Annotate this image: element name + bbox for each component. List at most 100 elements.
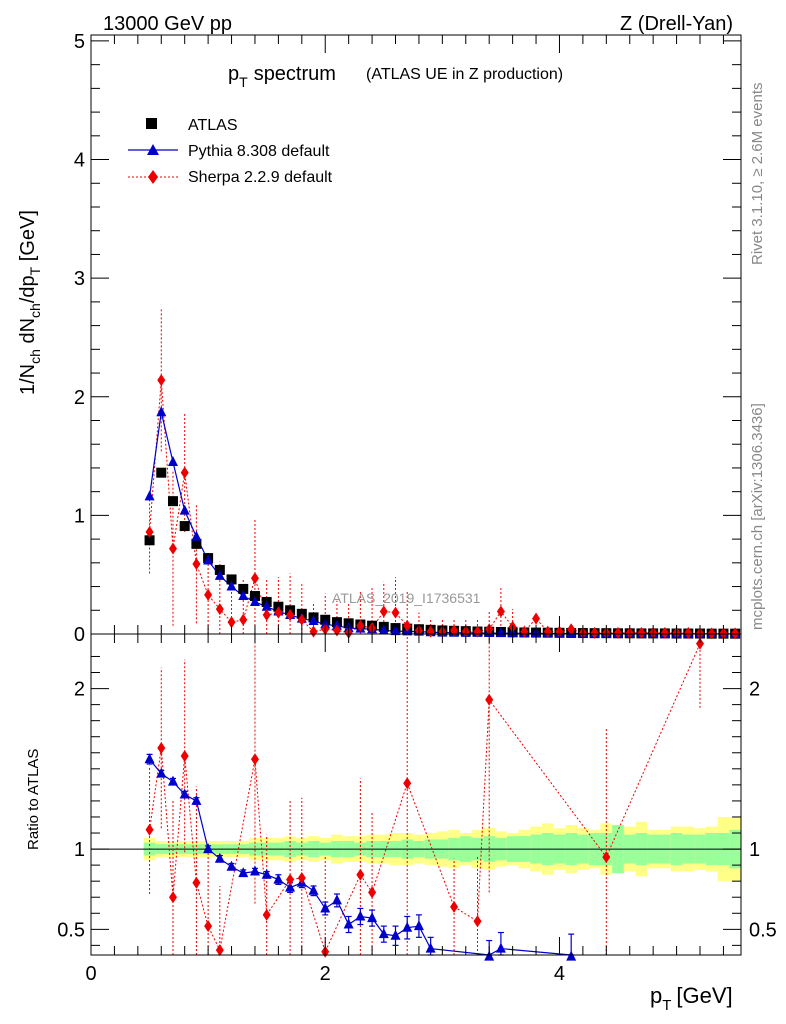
sherpa-data-point	[157, 374, 166, 387]
pythia-ratio-line	[149, 758, 572, 956]
pythia-data-point	[179, 504, 190, 515]
chart-title-word: spectrum	[254, 63, 336, 85]
atlas-data-point	[156, 467, 167, 478]
pythia-data-point	[203, 554, 214, 565]
pythia-ratio-point	[144, 753, 155, 764]
ratio-panel: 0.5 0.5 1 1 2 2 0 2 4 Ratio to ATLAS pT [GeV]	[25, 633, 777, 1014]
ratio-panel-ticks: 0.5 0.5 1 1 2 2 0 2 4	[57, 634, 777, 985]
pythia-ratio-point	[214, 852, 225, 863]
sherpa-ratio-point	[297, 871, 306, 884]
pythia-ratio-point	[167, 775, 178, 786]
sherpa-data-point	[309, 625, 318, 638]
pythia-ratio-point	[413, 920, 424, 931]
pythia-ratio-point	[484, 950, 495, 961]
atlas-data-point	[226, 574, 237, 585]
pythia-ratio-point	[425, 942, 436, 953]
sherpa-ratio-point	[356, 868, 365, 881]
sherpa-data-point	[403, 619, 412, 632]
x-axis-label: pT [GeV]	[650, 983, 733, 1014]
x-axis-label-sub: T	[662, 997, 671, 1014]
sherpa-data-point	[356, 619, 365, 632]
pythia-data-point	[495, 627, 506, 638]
main-y-tick-label: 2	[74, 387, 85, 409]
sherpa-data-point	[391, 606, 400, 619]
sherpa-ratio-point	[180, 749, 189, 762]
ratio-y-tick-label-right: 2	[749, 679, 760, 701]
sherpa-data-point	[660, 626, 669, 639]
sherpa-data-point	[590, 626, 599, 639]
sherpa-data-point	[731, 627, 740, 640]
legend-atlas-label: ATLAS	[188, 117, 238, 134]
main-y-tick-label: 4	[74, 150, 85, 172]
sherpa-ratio-point	[262, 908, 271, 921]
pythia-ratio-point	[390, 929, 401, 940]
chart-title: pT spectrum	[228, 63, 336, 90]
main-y-axis-label: 1/Nch dNch/dpT [GeV]	[17, 210, 43, 395]
x-axis-label-main: p	[650, 983, 662, 1008]
x-axis-label-unit: [GeV]	[676, 983, 732, 1008]
sherpa-data-point	[262, 609, 271, 622]
main-y-tick-label: 5	[74, 31, 85, 53]
pythia-ratio-point	[308, 884, 319, 895]
sherpa-data-point	[332, 624, 341, 637]
sherpa-data-point	[215, 603, 224, 616]
sherpa-data-point	[379, 605, 388, 618]
sherpa-ratio-point	[450, 900, 459, 913]
pythia-data-point	[378, 624, 389, 635]
sherpa-data-point	[239, 613, 248, 626]
ratio-panel-frame	[90, 633, 742, 956]
rivet-version-label: Rivet 3.1.10, ≥ 2.6M events	[749, 83, 766, 266]
pythia-ratio-point	[285, 881, 296, 892]
legend-sherpa-label: Sherpa 2.2.9 default	[188, 169, 333, 186]
sherpa-ratio-point	[204, 920, 213, 933]
sherpa-ratio-point	[473, 915, 482, 928]
ratio-y-tick-label: 1	[74, 839, 85, 861]
pythia-ratio-point	[566, 950, 577, 961]
legend-pythia-label: Pythia 8.308 default	[188, 143, 330, 160]
sherpa-data-point	[496, 605, 505, 618]
pythia-data-point	[308, 614, 319, 625]
pythia-ratio-point	[378, 928, 389, 939]
x-tick-label: 0	[85, 963, 96, 985]
main-y-tick-label: 3	[74, 268, 85, 290]
sherpa-data-point	[297, 613, 306, 626]
sherpa-ratio-point	[157, 741, 166, 754]
sherpa-data-point	[614, 626, 623, 639]
ratio-y-tick-label: 2	[74, 679, 85, 701]
atlas-data-point	[179, 521, 190, 532]
chart-title-main: p	[228, 63, 239, 85]
sherpa-data-point	[145, 525, 154, 538]
sherpa-data-point	[274, 606, 283, 619]
pythia-data-point	[238, 590, 249, 601]
pythia-data-point	[261, 600, 272, 611]
mcplots-reference-label: mcplots.cern.ch [arXiv:1306.3436]	[749, 403, 766, 630]
sherpa-data-point	[637, 626, 646, 639]
sherpa-data-point	[250, 572, 259, 585]
pythia-ratio-point	[203, 843, 214, 854]
atlas-data-point	[191, 538, 202, 549]
sherpa-data-point	[450, 624, 459, 637]
chart-title-note: (ATLAS UE in Z production)	[366, 66, 563, 83]
x-tick-label: 4	[554, 963, 565, 985]
sherpa-data-point	[543, 625, 552, 638]
sherpa-ratio-point	[485, 693, 494, 706]
sherpa-data-point	[204, 588, 213, 601]
ratio-y-axis-label: Ratio to ATLAS	[25, 749, 42, 850]
ratio-y-tick-label-right: 1	[749, 839, 760, 861]
pythia-ratio-point	[331, 894, 342, 905]
pythia-data-point	[249, 595, 260, 606]
pythia-ratio-point	[249, 865, 260, 876]
sherpa-data-point	[707, 627, 716, 640]
sherpa-data-point	[426, 625, 435, 638]
sherpa-ratio-point	[145, 823, 154, 836]
pythia-ratio-point	[367, 912, 378, 923]
ratio-y-tick-label: 0.5	[57, 919, 85, 941]
sherpa-data-point	[180, 466, 189, 479]
sherpa-ratio-point	[168, 891, 177, 904]
atlas-data-point	[167, 496, 178, 507]
sherpa-data-point	[192, 558, 201, 571]
pythia-ratio-point	[495, 942, 506, 953]
pythia-data-point	[214, 569, 225, 580]
